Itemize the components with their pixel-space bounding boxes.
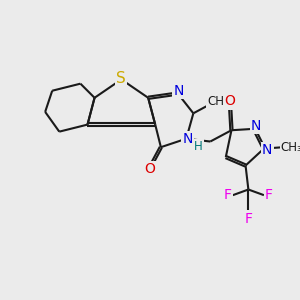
Text: CH₃: CH₃ bbox=[207, 95, 229, 108]
Text: H: H bbox=[194, 140, 203, 153]
Text: S: S bbox=[116, 70, 126, 86]
Text: F: F bbox=[265, 188, 273, 202]
Text: CH₃: CH₃ bbox=[281, 141, 300, 154]
Text: N: N bbox=[173, 84, 184, 98]
Text: F: F bbox=[224, 188, 232, 202]
Text: O: O bbox=[144, 162, 155, 176]
Text: F: F bbox=[244, 212, 252, 226]
Text: O: O bbox=[225, 94, 236, 109]
Text: N: N bbox=[262, 143, 272, 157]
Text: N: N bbox=[251, 119, 262, 133]
Text: N: N bbox=[182, 132, 193, 146]
